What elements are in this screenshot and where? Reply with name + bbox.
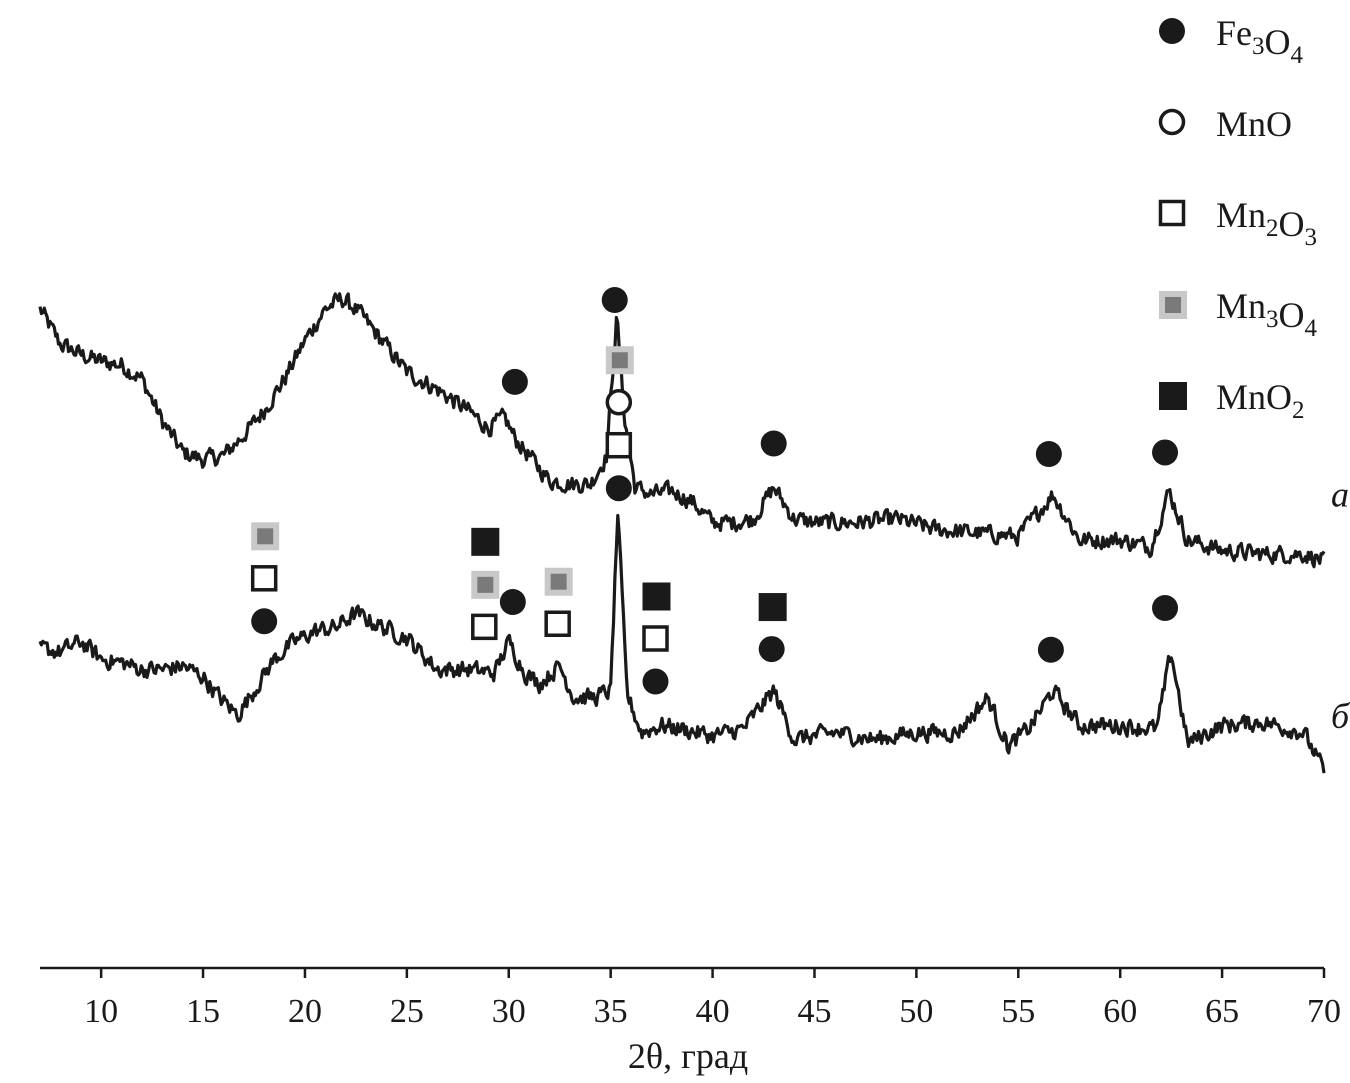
legend: Fe3O4 MnO Mn2O3 Mn3O4 MnO2 (1158, 13, 1318, 424)
legend-item-Fe3O4: Fe3O4 (1159, 13, 1304, 69)
marker-Fe3O4-37.2-s1-0 (642, 668, 669, 695)
legend-label-Mn3O4: Mn3O4 (1216, 286, 1318, 342)
legend-label-MnO: MnO (1216, 104, 1292, 144)
legend-marker-MnO (1158, 108, 1186, 136)
legend-item-Mn3O4: Mn3O4 (1159, 286, 1318, 342)
marker-Mn3O4-32.4-s1-1 (544, 567, 573, 596)
x-tick-label-15: 15 (186, 993, 220, 1030)
x-tick-label-35: 35 (594, 993, 628, 1030)
x-tick-label-10: 10 (84, 993, 118, 1030)
x-axis-ticks (99, 968, 1326, 978)
x-tick-label-40: 40 (696, 993, 730, 1030)
marker-Mn3O4-35.4-s1-3 (605, 346, 634, 375)
legend-label-MnO2: MnO2 (1216, 377, 1305, 424)
x-tick-label-55: 55 (1001, 993, 1035, 1030)
marker-MnO2-37.2-s1-2 (642, 582, 671, 611)
marker-Fe3O4-62.2-s1-0 (1152, 595, 1179, 621)
legend-marker-Mn3O4 (1159, 291, 1187, 319)
marker-Fe3O4-30.2-s1-0 (499, 589, 526, 615)
marker-Fe3O4-42.9-s1-0 (758, 636, 785, 663)
marker-Fe3O4-30.3-s0-0 (501, 368, 528, 395)
series-lines (38, 292, 1326, 774)
legend-label-Mn2O3: Mn2O3 (1216, 195, 1317, 251)
marker-Fe3O4-56.6-s1-0 (1037, 636, 1064, 663)
curve-label-b: б (1331, 696, 1350, 736)
x-tick-label-45: 45 (797, 993, 831, 1030)
x-tick-label-65: 65 (1205, 993, 1239, 1030)
marker-MnO2-28.8-s1-2 (471, 527, 500, 556)
series-line-a (38, 292, 1326, 569)
marker-Mn2O3-32.4-s1-0 (544, 610, 571, 637)
marker-Fe3O4-43-s0-0 (760, 430, 787, 457)
marker-Fe3O4-18-s1-0 (251, 608, 278, 635)
marker-MnO2-42.9-s1-1 (758, 593, 787, 622)
marker-Mn2O3-37.2-s1-1 (642, 625, 669, 652)
x-tick-label-30: 30 (492, 993, 526, 1030)
x-tick-label-50: 50 (899, 993, 933, 1030)
marker-Mn2O3-18-s1-1 (250, 565, 278, 592)
legend-item-MnO: MnO (1158, 104, 1292, 144)
phase-markers (250, 287, 1179, 695)
x-tick-label-60: 60 (1103, 993, 1137, 1030)
curve-labels: аб (1331, 474, 1350, 736)
marker-Fe3O4-35.2-s0-0 (601, 287, 628, 313)
legend-marker-MnO2 (1159, 382, 1187, 410)
marker-Mn2O3-35.4-s1-1 (605, 431, 633, 459)
legend-marker-Fe3O4 (1159, 18, 1185, 44)
legend-marker-Mn2O3 (1158, 199, 1186, 227)
legend-item-MnO2: MnO2 (1159, 377, 1305, 424)
marker-Mn3O4-28.8-s1-1 (471, 570, 500, 599)
x-tick-label-25: 25 (390, 993, 424, 1030)
x-axis-label: 2θ, град (628, 1036, 748, 1076)
curve-label-a: а (1331, 474, 1349, 514)
marker-Fe3O4-35.4-s1-0 (605, 475, 632, 502)
series-line-b (38, 513, 1326, 774)
marker-Fe3O4-62.2-s0-0 (1152, 439, 1179, 466)
x-tick-label-20: 20 (288, 993, 322, 1030)
marker-Fe3O4-56.5-s0-0 (1035, 441, 1062, 467)
marker-Mn3O4-18-s1-2 (251, 522, 280, 551)
legend-label-Fe3O4: Fe3O4 (1216, 13, 1304, 69)
marker-MnO-35.4-s1-2 (605, 388, 633, 416)
x-axis-tick-labels: 10 15 20 25 30 35 40 45 50 55 60 65 70 (84, 993, 1341, 1030)
x-tick-label-70: 70 (1307, 993, 1341, 1030)
legend-item-Mn2O3: Mn2O3 (1158, 195, 1317, 251)
marker-Mn2O3-28.8-s1-0 (471, 613, 498, 641)
